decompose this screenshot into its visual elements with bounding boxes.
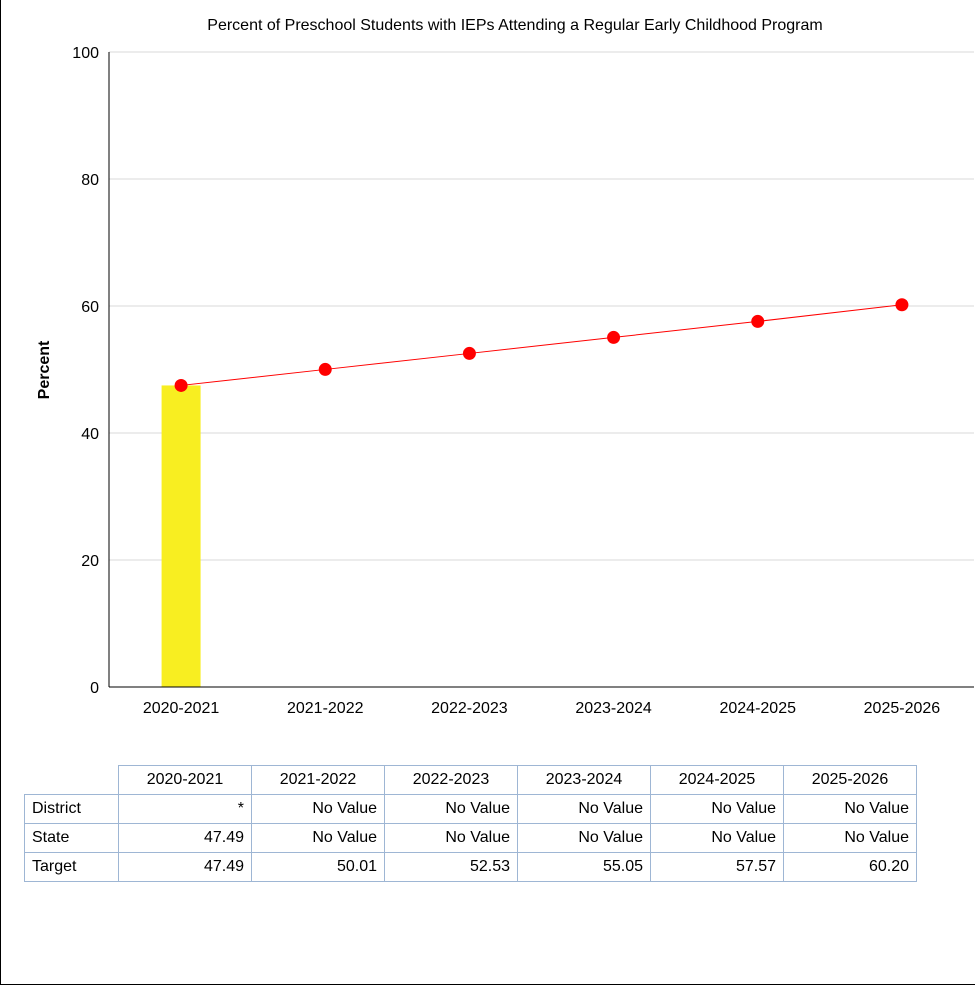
- table-cell: 52.53: [384, 852, 518, 882]
- y-axis-label: Percent: [36, 340, 53, 399]
- data-table: 2020-2021 2021-2022 2022-2023 2023-2024 2024…: [24, 765, 917, 882]
- point-target: [607, 330, 621, 344]
- table-corner-cell: [25, 766, 119, 795]
- series-line-target: [181, 304, 902, 386]
- chart-svg: Percent of Preschool Students with IEPs …: [36, 17, 974, 717]
- point-target: [318, 362, 332, 376]
- y-tick-label: 60: [81, 299, 99, 316]
- table-row-header: District: [24, 794, 119, 824]
- table-cell: No Value: [783, 823, 917, 853]
- point-target: [174, 378, 188, 392]
- table-cell: 60.20: [783, 852, 917, 882]
- x-tick-label: 2021-2022: [287, 700, 364, 717]
- x-tick-label: 2023-2024: [575, 700, 652, 717]
- table-cell: No Value: [650, 794, 784, 824]
- y-tick-label: 80: [81, 172, 99, 189]
- table-cell: 47.49: [118, 823, 252, 853]
- y-tick-label: 20: [81, 553, 99, 570]
- chart-title: Percent of Preschool Students with IEPs …: [207, 17, 822, 34]
- table-cell: *: [118, 794, 252, 824]
- table-cell: No Value: [650, 823, 784, 853]
- x-tick-labels: 2020-2021 2021-2022 2022-2023 2023-2024 2024…: [143, 700, 940, 717]
- point-target: [462, 346, 476, 360]
- table-row: District * No Value No Value No Value No Valu…: [24, 794, 917, 824]
- table-column-header: 2022-2023: [384, 765, 518, 795]
- line-layer: [174, 298, 909, 392]
- table-row: State 47.49 No Value No Value No Value No Val…: [24, 823, 917, 853]
- table-header-row: 2020-2021 2021-2022 2022-2023 2023-2024 2024…: [25, 765, 917, 795]
- table-column-header: 2020-2021: [118, 765, 252, 795]
- y-tick-label: 0: [90, 680, 99, 697]
- y-tick-label: 40: [81, 426, 99, 443]
- table-cell: 50.01: [251, 852, 385, 882]
- axis-layer: [108, 52, 974, 688]
- bar-layer: [161, 385, 201, 687]
- y-tick-labels: 0 20 40 60 80 100: [72, 45, 99, 697]
- x-tick-label: 2025-2026: [864, 700, 941, 717]
- table-row-header: Target: [24, 852, 119, 882]
- table-cell: 55.05: [517, 852, 651, 882]
- table-cell: No Value: [251, 823, 385, 853]
- y-tick-label: 100: [72, 45, 99, 62]
- x-tick-label: 2022-2023: [431, 700, 508, 717]
- table-row-header: State: [24, 823, 119, 853]
- table-cell: No Value: [251, 794, 385, 824]
- table-cell: No Value: [517, 794, 651, 824]
- table-row: Target 47.49 50.01 52.53 55.05 57.57 60.20: [24, 852, 917, 882]
- table-cell: No Value: [783, 794, 917, 824]
- table-column-header: 2023-2024: [517, 765, 651, 795]
- point-target: [751, 314, 765, 328]
- table-cell: No Value: [384, 823, 518, 853]
- table-column-header: 2025-2026: [783, 765, 917, 795]
- table-cell: 57.57: [650, 852, 784, 882]
- table-body: 2020-2021 2021-2022 2022-2023 2023-2024 2024…: [24, 765, 917, 882]
- x-tick-label: 2020-2021: [143, 700, 220, 717]
- bar-state: [161, 385, 201, 687]
- table-cell: No Value: [384, 794, 518, 824]
- table-cell: No Value: [517, 823, 651, 853]
- table-cell: 47.49: [118, 852, 252, 882]
- x-tick-label: 2024-2025: [719, 700, 796, 717]
- point-target: [895, 298, 909, 312]
- table-column-header: 2024-2025: [650, 765, 784, 795]
- grid-layer: [109, 51, 974, 561]
- table-column-header: 2021-2022: [251, 765, 385, 795]
